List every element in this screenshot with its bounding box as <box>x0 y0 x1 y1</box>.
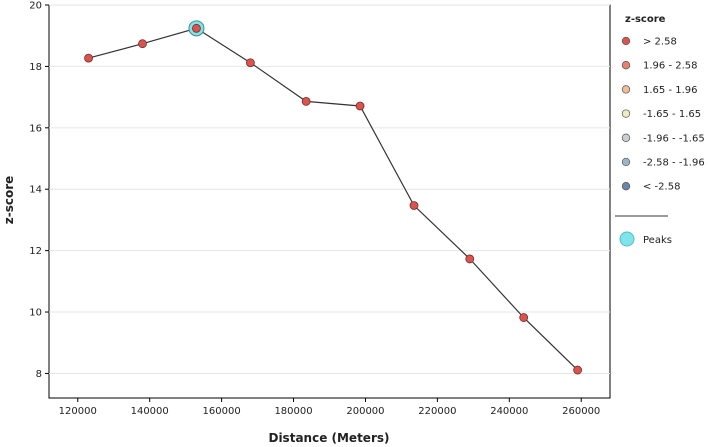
legend-items: > 2.58 1.96 - 2.58 1.65 - 1.96 -1.65 - 1.65… <box>621 36 705 193</box>
data-point <box>409 201 419 210</box>
y-tick-label: 20 <box>29 1 42 12</box>
x-tick-label: 180000 <box>274 406 312 417</box>
data-point <box>301 97 311 106</box>
x-tick-label: 260000 <box>562 406 600 417</box>
legend-label: -1.96 - -1.65 <box>643 133 705 144</box>
x-tick-label: 140000 <box>131 406 169 417</box>
legend-marker <box>621 85 631 94</box>
data-point <box>192 23 201 33</box>
legend-label: 1.96 - 2.58 <box>643 61 698 72</box>
legend-marker <box>621 109 631 118</box>
x-axis-title: Distance (Meters) <box>268 431 389 445</box>
x-tick-label: 120000 <box>59 406 97 417</box>
legend-title: z-score <box>625 14 666 25</box>
x-tick-label: 240000 <box>490 406 528 417</box>
data-point <box>138 39 147 49</box>
plot-area <box>48 4 611 399</box>
y-tick-label: 8 <box>36 369 42 380</box>
y-gridlines <box>49 4 610 374</box>
legend-peaks-marker <box>619 231 635 247</box>
x-tick-label: 160000 <box>203 406 241 417</box>
legend-marker <box>621 36 631 46</box>
legend-label: -1.65 - 1.65 <box>643 109 701 120</box>
legend-marker <box>621 61 631 70</box>
data-point <box>245 58 255 68</box>
y-tick-label: 10 <box>29 308 42 319</box>
legend-peaks-label: Peaks <box>643 235 672 246</box>
x-axis-ticks: 120000 140000 160000 180000 200000 220000 2400… <box>59 398 600 417</box>
x-tick-label: 220000 <box>418 406 456 417</box>
legend-marker <box>621 157 631 167</box>
y-axis-title: z-score <box>2 176 16 225</box>
data-point <box>465 254 475 264</box>
legend: z-score > 2.58 1.96 - 2.58 1.65 - 1.96 -1.6… <box>615 14 705 247</box>
data-point <box>355 101 365 111</box>
data-points <box>84 23 583 375</box>
legend-label: < -2.58 <box>643 182 680 193</box>
y-tick-label: 14 <box>29 185 42 196</box>
x-tick-label: 200000 <box>346 406 384 417</box>
data-point <box>519 313 529 322</box>
y-tick-label: 16 <box>29 123 42 134</box>
legend-label: 1.65 - 1.96 <box>643 85 698 96</box>
legend-label: > 2.58 <box>643 37 677 48</box>
legend-label: -2.58 - -1.96 <box>643 158 705 169</box>
data-point <box>573 365 583 375</box>
y-tick-label: 18 <box>29 62 42 73</box>
legend-marker <box>621 182 631 191</box>
data-point <box>84 53 93 63</box>
legend-marker <box>621 133 631 142</box>
series-line <box>88 27 579 371</box>
y-tick-label: 12 <box>29 246 42 257</box>
y-axis-ticks: 8 10 12 14 16 18 20 <box>29 1 49 380</box>
